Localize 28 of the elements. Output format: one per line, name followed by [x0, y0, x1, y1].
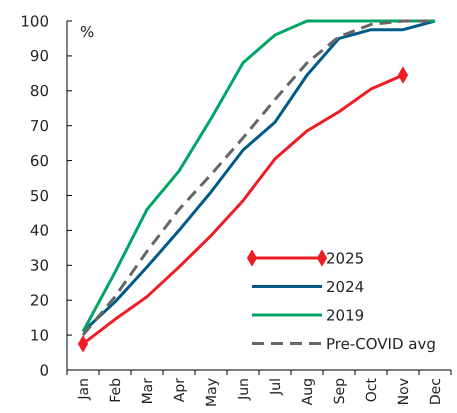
- x-tick-label: Oct: [364, 378, 380, 402]
- legend-label: 2024: [326, 278, 364, 296]
- x-tick-label: Apr: [172, 378, 188, 402]
- y-axis-title: %: [80, 23, 94, 41]
- y-tick-label: 20: [30, 291, 49, 310]
- y-tick-label: 30: [30, 256, 49, 275]
- x-tick-label: Jun: [236, 378, 252, 401]
- y-tick-label: 70: [30, 116, 49, 135]
- y-tick-label: 10: [30, 326, 49, 344]
- y-tick-label: 80: [30, 82, 49, 100]
- x-tick-label: Mar: [140, 378, 156, 404]
- x-tick-label: Nov: [396, 378, 412, 406]
- y-tick-label: 90: [30, 47, 49, 66]
- x-tick-label: May: [204, 378, 220, 407]
- y-tick-label: 60: [30, 152, 49, 170]
- x-tick-label: Jan: [76, 378, 92, 401]
- x-tick-label: Sep: [332, 378, 348, 404]
- legend-label: 2025: [326, 249, 364, 268]
- y-tick-label: 40: [30, 222, 49, 240]
- x-tick-label: Aug: [300, 378, 316, 406]
- y-tick-label: 100: [20, 12, 49, 30]
- y-tick-label: 50: [30, 186, 49, 205]
- y-tick-label: 0: [39, 361, 49, 380]
- x-tick-label: Dec: [428, 378, 444, 406]
- legend-label: 2019: [326, 306, 364, 324]
- x-tick-label: Jul: [268, 378, 284, 396]
- x-tick-label: Feb: [108, 378, 124, 403]
- legend-label: Pre-COVID avg: [326, 334, 436, 353]
